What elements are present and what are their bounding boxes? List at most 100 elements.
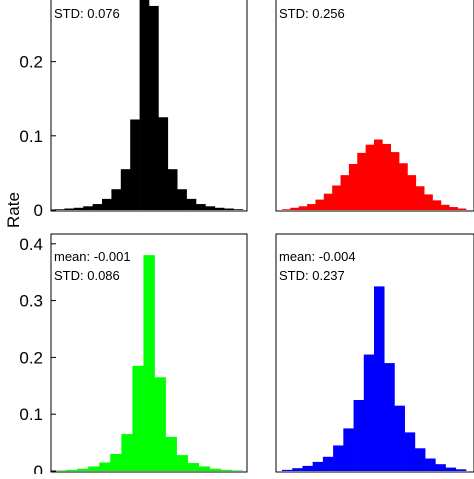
histogram-bar bbox=[374, 286, 385, 471]
y-tick-label: 0.3 bbox=[19, 292, 43, 311]
histogram-bar bbox=[332, 185, 341, 210]
histogram-bar bbox=[407, 175, 417, 210]
std-label: STD: 0.237 bbox=[279, 268, 345, 283]
histogram-bar bbox=[176, 455, 189, 471]
y-tick-label: 0.1 bbox=[19, 405, 43, 424]
histogram-bar bbox=[92, 204, 103, 210]
histogram-bar bbox=[382, 143, 392, 210]
histogram-bar bbox=[143, 255, 155, 471]
histogram-bar bbox=[357, 152, 366, 210]
y-axis-label: Rate bbox=[4, 192, 23, 228]
histogram-bar bbox=[102, 198, 112, 210]
histogram-bar bbox=[455, 469, 467, 471]
panel-4: mean: -0.004 STD: 0.237 bbox=[275, 233, 474, 473]
histogram-bar bbox=[66, 469, 78, 471]
y-tick-label: 0.1 bbox=[19, 127, 43, 146]
histogram-bar bbox=[292, 468, 303, 471]
y-tick-label: 0.2 bbox=[19, 53, 43, 72]
histogram-bar bbox=[214, 207, 225, 210]
histogram-bar bbox=[457, 208, 467, 210]
panel-2: STD: 0.256 bbox=[275, 0, 474, 212]
histogram-bar bbox=[298, 206, 308, 210]
histogram-bar bbox=[348, 164, 358, 210]
y-tick-label: 0 bbox=[34, 201, 43, 220]
std-label: STD: 0.256 bbox=[279, 6, 345, 21]
histogram-bar bbox=[343, 428, 354, 471]
histogram-bar bbox=[130, 119, 140, 210]
bar-group bbox=[55, 255, 244, 471]
std-label: STD: 0.086 bbox=[54, 268, 120, 283]
histogram-bar bbox=[154, 377, 166, 471]
panels: 0 0.1 0.2 STD: 0.076 STD: 0.256 0 0.1 0.2 0.3 0.4… bbox=[19, 0, 474, 479]
histogram-bar bbox=[390, 152, 400, 210]
histogram-bar bbox=[404, 432, 416, 471]
histogram-bar bbox=[302, 465, 313, 471]
histogram-bar bbox=[196, 204, 206, 210]
histogram-bar bbox=[290, 207, 300, 210]
plot-frame bbox=[275, 0, 474, 212]
histogram-bar bbox=[73, 207, 84, 210]
panel-1: 0 0.1 0.2 STD: 0.076 bbox=[19, 0, 248, 220]
histogram-bar bbox=[198, 466, 211, 471]
histogram-bar bbox=[282, 209, 291, 210]
histogram-bar bbox=[365, 144, 375, 210]
histogram-bar bbox=[231, 470, 244, 471]
plot-frame bbox=[50, 0, 248, 212]
histogram-bar bbox=[435, 464, 446, 471]
mean-label: mean: -0.001 bbox=[54, 249, 131, 264]
panel-3: 0 0.1 0.2 0.3 0.4 mean: -0.001 STD: 0.086 bbox=[19, 233, 248, 479]
histogram-bar bbox=[149, 5, 159, 211]
histogram-bar bbox=[323, 193, 333, 210]
histogram-bar bbox=[449, 207, 458, 210]
histogram-bar bbox=[99, 462, 111, 471]
histogram-bar bbox=[374, 139, 383, 210]
histogram-bar bbox=[307, 204, 316, 210]
histogram-bar bbox=[233, 209, 244, 210]
y-tick-label: 0.2 bbox=[19, 348, 43, 367]
histogram-bar bbox=[432, 200, 442, 210]
bar-group bbox=[282, 139, 467, 210]
histogram-bar bbox=[425, 458, 436, 471]
std-label: STD: 0.076 bbox=[54, 6, 120, 21]
histogram-bar bbox=[282, 469, 293, 471]
histogram-bar bbox=[186, 198, 197, 210]
histogram-bar bbox=[224, 208, 234, 210]
histogram-bar bbox=[384, 363, 395, 471]
y-tick-label: 0 bbox=[34, 462, 43, 474]
histogram-bar bbox=[394, 405, 405, 471]
histogram-bar bbox=[424, 194, 433, 210]
histogram-bar bbox=[414, 448, 426, 471]
histogram-bar bbox=[322, 456, 334, 471]
histogram-bar bbox=[312, 461, 324, 471]
bar-group bbox=[282, 286, 467, 471]
histogram-bar bbox=[55, 470, 67, 471]
histogram-bar bbox=[110, 453, 122, 471]
histogram-bar bbox=[167, 169, 178, 210]
plot-frame bbox=[275, 233, 474, 473]
histogram-bar bbox=[177, 189, 187, 210]
histogram-bar bbox=[399, 163, 408, 210]
bar-group bbox=[55, 0, 244, 211]
histogram-bar bbox=[132, 365, 144, 471]
histogram-bar bbox=[205, 206, 216, 210]
histogram-bar bbox=[315, 199, 325, 210]
histogram-bar bbox=[158, 117, 169, 210]
histogram-bar bbox=[415, 186, 425, 210]
histogram-bar bbox=[353, 400, 365, 471]
histogram-bar bbox=[139, 0, 150, 210]
plot-frame bbox=[50, 233, 248, 473]
histogram-bar bbox=[77, 468, 89, 471]
histogram-bar bbox=[88, 466, 100, 471]
histogram-bar bbox=[111, 189, 122, 210]
histogram-bar bbox=[120, 169, 131, 210]
histogram-bar bbox=[121, 434, 133, 471]
histogram-bar bbox=[363, 354, 375, 471]
histogram-bar bbox=[220, 469, 233, 471]
histogram-bar bbox=[187, 463, 200, 471]
histogram-bar bbox=[64, 208, 75, 210]
histogram-bar bbox=[333, 445, 344, 471]
histogram-bar bbox=[55, 209, 65, 210]
y-tick-label: 0.4 bbox=[19, 235, 43, 254]
histogram-bar bbox=[445, 467, 457, 471]
